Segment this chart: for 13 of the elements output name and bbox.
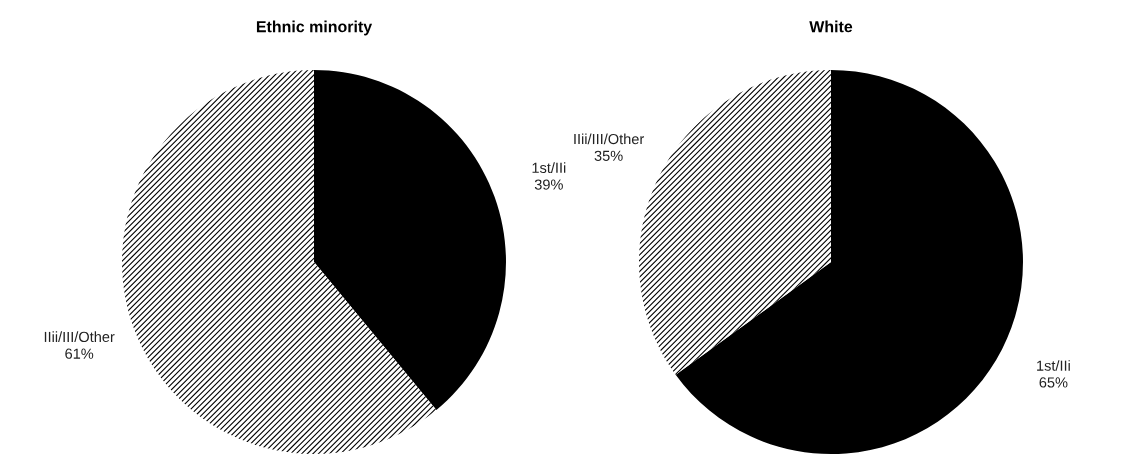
data-label: 61% (65, 348, 94, 359)
data-label: 35% (594, 150, 623, 161)
chart-title: Ethnic minority (256, 20, 373, 36)
slice-label: IIii/III/Other (44, 331, 115, 343)
slice-label: 1st/IIi (532, 162, 566, 173)
slice-label: 1st/IIi (1037, 360, 1070, 371)
slice-label: IIii/III/Other (574, 133, 645, 145)
pie-slice (675, 70, 1023, 454)
chart-title: White (809, 20, 853, 33)
pie-slice (314, 70, 506, 410)
data-label: 65% (1039, 377, 1068, 388)
pie-slice (122, 70, 437, 454)
data-label: 39% (534, 179, 563, 190)
